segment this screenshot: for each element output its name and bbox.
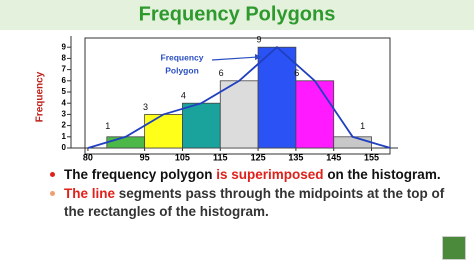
bullet-text: The frequency polygon — [64, 167, 217, 182]
value-label: 9 — [256, 35, 261, 45]
bar — [257, 46, 297, 149]
bullet: The line segments pass through the midpo… — [50, 185, 450, 221]
bullet-dot — [50, 172, 55, 177]
x-tick-label: 115 — [213, 152, 228, 162]
y-tick-label: 4 — [62, 98, 67, 107]
x-tick-label: 80 — [83, 152, 93, 162]
x-tick-label: 125 — [251, 152, 266, 162]
bar — [219, 80, 259, 149]
logo — [442, 236, 466, 260]
value-label: 6 — [294, 68, 299, 78]
y-tick-label: 9 — [62, 42, 67, 51]
x-tick-label: 145 — [326, 152, 341, 162]
value-label: 1 — [105, 121, 110, 131]
y-tick-label: 3 — [62, 110, 67, 119]
bullets: The frequency polygon is superimposed on… — [50, 166, 450, 222]
x-tick-label: 135 — [288, 152, 303, 162]
y-tick-label: 6 — [62, 76, 67, 85]
chart-title: Frequency Polygons — [139, 3, 336, 25]
annotation: Frequency — [161, 52, 204, 62]
chart: Frequency Polygons Frequency 0 1 2 3 4 5 6 7 8 9 8… — [0, 0, 474, 162]
y-tick-label: 8 — [62, 54, 67, 63]
bar — [182, 102, 221, 149]
x-tick-label: 105 — [175, 152, 190, 162]
x-tick-label: 95 — [140, 152, 150, 162]
y-axis-label: Frequency — [35, 71, 46, 122]
bullet-text: is superimposed — [216, 167, 324, 182]
annotation: Polygon — [165, 65, 199, 75]
bullet-text: segments pass through the midpoints at t… — [64, 186, 449, 219]
bar — [333, 136, 372, 149]
y-tick-label: 1 — [62, 132, 67, 141]
annotation-arrow — [211, 56, 259, 61]
value-label: 3 — [143, 102, 148, 112]
chart-frame — [84, 37, 391, 155]
value-label: 6 — [219, 68, 224, 78]
bar — [144, 114, 183, 149]
annotation-arrowhead — [255, 54, 262, 60]
y-tick-label: 2 — [62, 121, 67, 130]
bullet-text: The line — [64, 186, 116, 201]
y-tick-label: 0 — [62, 143, 67, 152]
title-band — [0, 0, 474, 30]
value-label: 4 — [181, 91, 186, 101]
value-label: 1 — [360, 121, 365, 131]
bar — [106, 136, 146, 149]
bullet-dot — [50, 191, 55, 196]
x-tick-label: 155 — [364, 152, 379, 162]
frequency-polygon — [87, 45, 391, 149]
bullet: The frequency polygon is superimposed on… — [50, 166, 450, 184]
bullet-text: on the histogram. — [323, 167, 441, 182]
y-tick-label: 7 — [62, 65, 67, 74]
y-tick-label: 5 — [62, 87, 67, 96]
bar — [295, 80, 335, 149]
